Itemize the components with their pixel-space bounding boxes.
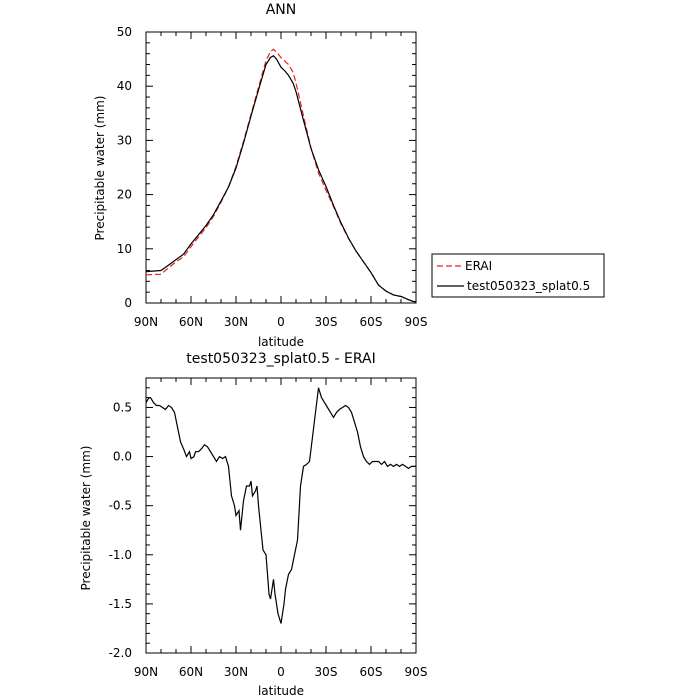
x-tick-label: 0 xyxy=(277,315,285,329)
y-tick-label: 30 xyxy=(117,133,132,147)
bottom-x-axis-title: latitude xyxy=(258,684,304,698)
bottom-tick-marks xyxy=(145,377,417,654)
x-tick-label: 60N xyxy=(179,665,203,679)
bottom-y-axis-title: Precipitable water (mm) xyxy=(79,446,93,591)
y-tick-label: 0.0 xyxy=(113,450,132,464)
top-tick-marks xyxy=(145,31,417,304)
series-line-erai xyxy=(145,48,417,303)
bottom-plot-frame xyxy=(145,377,417,654)
y-tick-label: 40 xyxy=(117,79,132,93)
bottom-series-lines xyxy=(145,387,416,624)
legend-label-erai: ERAI xyxy=(465,259,492,273)
bottom-plot-title: test050323_splat0.5 - ERAI xyxy=(186,351,375,367)
y-tick-label: 20 xyxy=(117,188,132,202)
bottom-y-tick-labels: -2.0 -1.5 -1.0 -0.5 0.0 0.5 xyxy=(109,400,132,660)
x-tick-label: 90N xyxy=(134,315,158,329)
y-tick-label: -1.0 xyxy=(109,548,132,562)
top-panel: ANN 90N 60N 30N 0 30S 60S 90S 0 10 20 30 40 50 lati… xyxy=(93,2,427,349)
top-series-lines xyxy=(145,48,417,303)
x-tick-label: 60S xyxy=(360,315,383,329)
y-tick-label: -1.5 xyxy=(109,597,132,611)
top-y-tick-labels: 0 10 20 30 40 50 xyxy=(117,25,132,310)
x-tick-label: 30S xyxy=(315,315,338,329)
x-tick-label: 30N xyxy=(224,665,248,679)
legend-label-test: test050323_splat0.5 xyxy=(467,279,590,293)
x-tick-label: 90S xyxy=(405,315,428,329)
series-line-test050323-splat0-5 xyxy=(145,55,417,303)
top-x-axis-title: latitude xyxy=(258,335,304,349)
top-plot-title: ANN xyxy=(266,2,297,18)
x-tick-label: 30N xyxy=(224,315,248,329)
x-tick-label: 90N xyxy=(134,665,158,679)
y-tick-label: 0 xyxy=(124,296,132,310)
y-tick-label: 10 xyxy=(117,242,132,256)
top-y-axis-title: Precipitable water (mm) xyxy=(93,96,107,241)
bottom-panel: test050323_splat0.5 - ERAI 90N 60N 30N 0 30S… xyxy=(79,351,427,698)
x-tick-label: 90S xyxy=(405,665,428,679)
top-plot-frame xyxy=(145,31,417,304)
x-tick-label: 60N xyxy=(179,315,203,329)
top-x-tick-labels: 90N 60N 30N 0 30S 60S 90S xyxy=(134,315,428,329)
y-tick-label: -2.0 xyxy=(109,646,132,660)
x-tick-label: 60S xyxy=(360,665,383,679)
y-tick-label: 50 xyxy=(117,25,132,39)
legend-box xyxy=(431,253,605,298)
x-tick-label: 0 xyxy=(277,665,285,679)
y-tick-label: -0.5 xyxy=(109,499,132,513)
bottom-x-tick-labels: 90N 60N 30N 0 30S 60S 90S xyxy=(134,665,428,679)
legend: ERAI test050323_splat0.5 xyxy=(431,253,605,298)
y-tick-label: 0.5 xyxy=(113,400,132,414)
series-line-difference xyxy=(145,387,416,624)
x-tick-label: 30S xyxy=(315,665,338,679)
